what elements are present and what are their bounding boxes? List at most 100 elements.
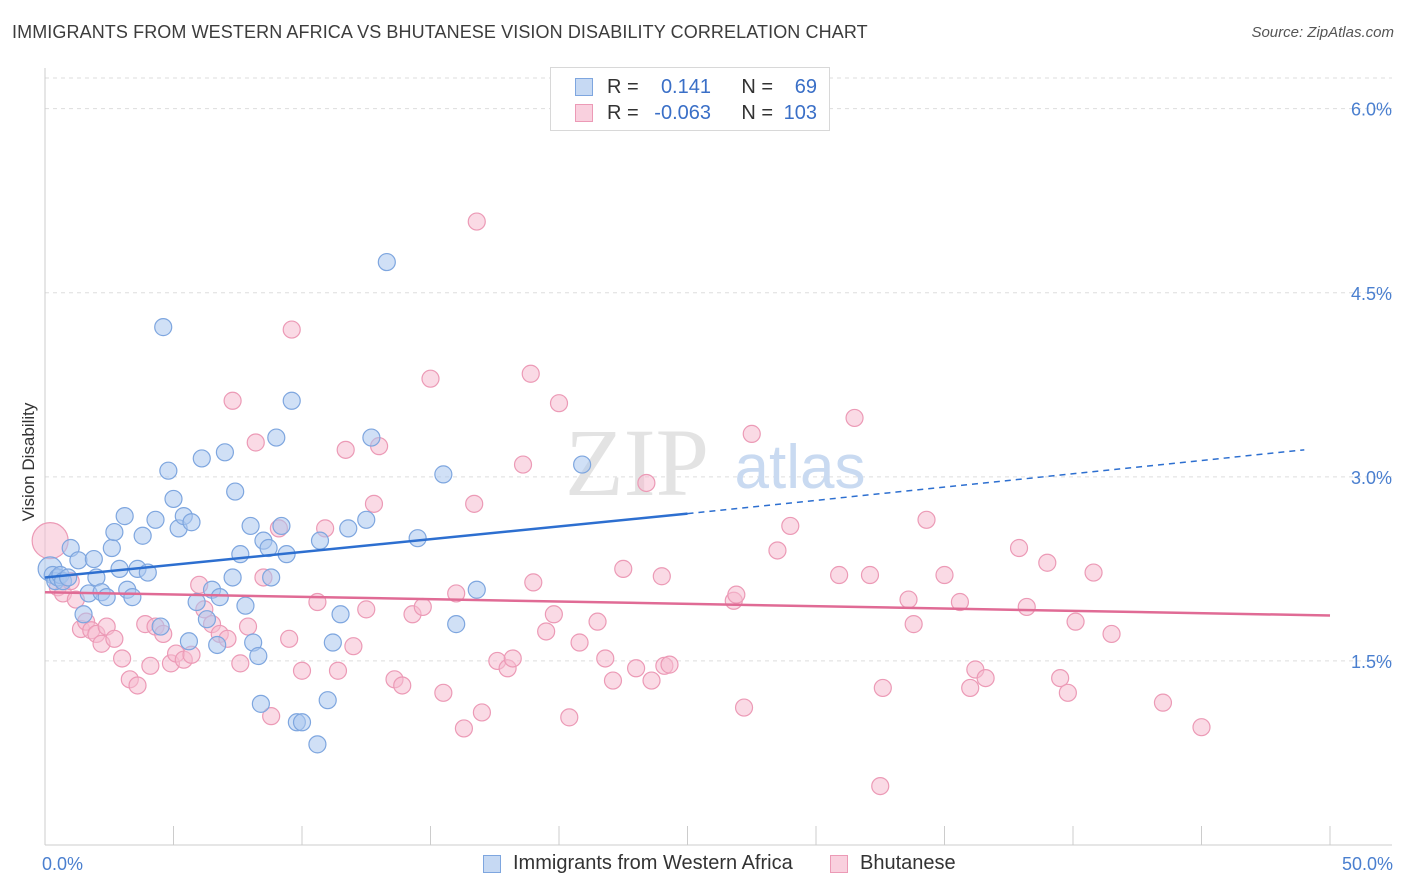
legend-r-value: 0.141 <box>660 75 711 98</box>
data-point <box>336 440 355 459</box>
data-point <box>873 678 892 698</box>
chart-title: IMMIGRANTS FROM WESTERN AFRICA VS BHUTAN… <box>12 22 868 42</box>
data-point <box>164 489 183 509</box>
data-point <box>246 433 265 452</box>
data-point <box>69 551 88 570</box>
data-point <box>935 565 954 585</box>
data-point <box>223 568 242 587</box>
data-point <box>660 655 679 674</box>
data-point <box>472 703 491 722</box>
data-point <box>251 694 270 713</box>
data-point <box>454 719 474 738</box>
data-point <box>339 519 358 538</box>
series-legend-bhutanese[interactable]: Bhutanese <box>830 852 956 875</box>
y-tick-label: 4.5% <box>1351 284 1392 304</box>
data-point <box>231 545 250 564</box>
data-point <box>1066 612 1085 631</box>
data-point <box>97 588 116 607</box>
data-point <box>210 588 229 607</box>
data-point <box>105 522 124 542</box>
data-point <box>781 516 800 536</box>
data-point <box>1192 718 1211 737</box>
data-point <box>223 391 242 410</box>
data-point <box>192 449 211 468</box>
data-point <box>318 691 337 710</box>
data-point <box>241 516 260 536</box>
data-point <box>128 676 147 695</box>
legend-row-western-africa: R = 0.141 N = 69 <box>575 74 817 100</box>
data-point <box>1058 683 1077 702</box>
data-point <box>151 617 170 636</box>
data-point <box>524 573 543 592</box>
data-point <box>364 494 384 513</box>
data-point <box>421 369 440 388</box>
data-point <box>292 661 312 680</box>
data-point <box>434 465 453 484</box>
data-point <box>467 212 486 231</box>
data-point <box>115 507 134 526</box>
watermark-atlas: atlas <box>735 433 866 502</box>
legend-swatch-blue <box>575 78 593 96</box>
data-point <box>588 612 607 631</box>
data-point <box>871 776 890 796</box>
data-point <box>323 633 342 652</box>
data-point <box>596 649 615 668</box>
data-point <box>159 461 178 480</box>
legend-n-label: N = <box>741 75 773 98</box>
data-point <box>860 565 880 585</box>
data-point <box>112 649 132 668</box>
data-point <box>560 708 579 727</box>
data-point <box>328 661 348 680</box>
x-tick-label: 50.0% <box>1342 854 1393 874</box>
y-tick-label: 1.5% <box>1351 652 1392 672</box>
data-point <box>102 538 121 558</box>
data-point <box>447 584 466 603</box>
data-point <box>262 707 281 726</box>
data-point <box>123 588 142 607</box>
data-point <box>84 549 103 569</box>
trend-line-western-africa-projection <box>687 449 1305 515</box>
data-point <box>280 629 299 648</box>
data-point <box>272 516 291 536</box>
legend-swatch-pink <box>575 104 593 122</box>
data-point <box>467 580 486 599</box>
data-point <box>267 428 286 447</box>
data-point <box>976 669 995 688</box>
series-swatch-pink <box>830 854 848 873</box>
data-point <box>141 656 160 675</box>
data-point <box>904 615 923 634</box>
series-label: Immigrants from Western Africa <box>513 852 793 874</box>
x-tick-label: 0.0% <box>42 854 83 874</box>
data-point <box>231 654 250 673</box>
data-point <box>310 531 330 550</box>
data-point <box>146 510 165 529</box>
bhutanese-points <box>31 212 1211 796</box>
data-point <box>537 622 556 641</box>
data-point <box>768 541 787 560</box>
data-point <box>59 568 78 587</box>
trend-lines <box>44 449 1331 617</box>
data-point <box>182 513 201 532</box>
data-point <box>331 605 350 624</box>
data-point <box>197 610 217 629</box>
data-point <box>393 676 412 695</box>
grid-layer <box>45 77 1392 662</box>
y-tick-label: 6.0% <box>1351 100 1392 120</box>
data-point <box>830 565 849 585</box>
data-point <box>652 567 671 586</box>
data-point <box>513 455 533 474</box>
data-point <box>614 559 633 578</box>
data-point <box>549 394 569 413</box>
series-legend-western-africa[interactable]: Immigrants from Western Africa <box>483 852 793 875</box>
data-point <box>413 597 432 617</box>
trend-line-western-africa <box>44 512 688 579</box>
y-axis-label: Vision Disability <box>19 402 38 521</box>
data-point <box>344 637 363 656</box>
data-point <box>950 592 970 612</box>
data-point <box>377 252 396 272</box>
y-tick-label: 3.0% <box>1351 468 1392 488</box>
data-point <box>292 713 312 732</box>
correlation-legend: R = 0.141 N = 69 R = -0.063 N = 103 <box>550 67 830 131</box>
legend-r-label: R = <box>607 75 639 98</box>
